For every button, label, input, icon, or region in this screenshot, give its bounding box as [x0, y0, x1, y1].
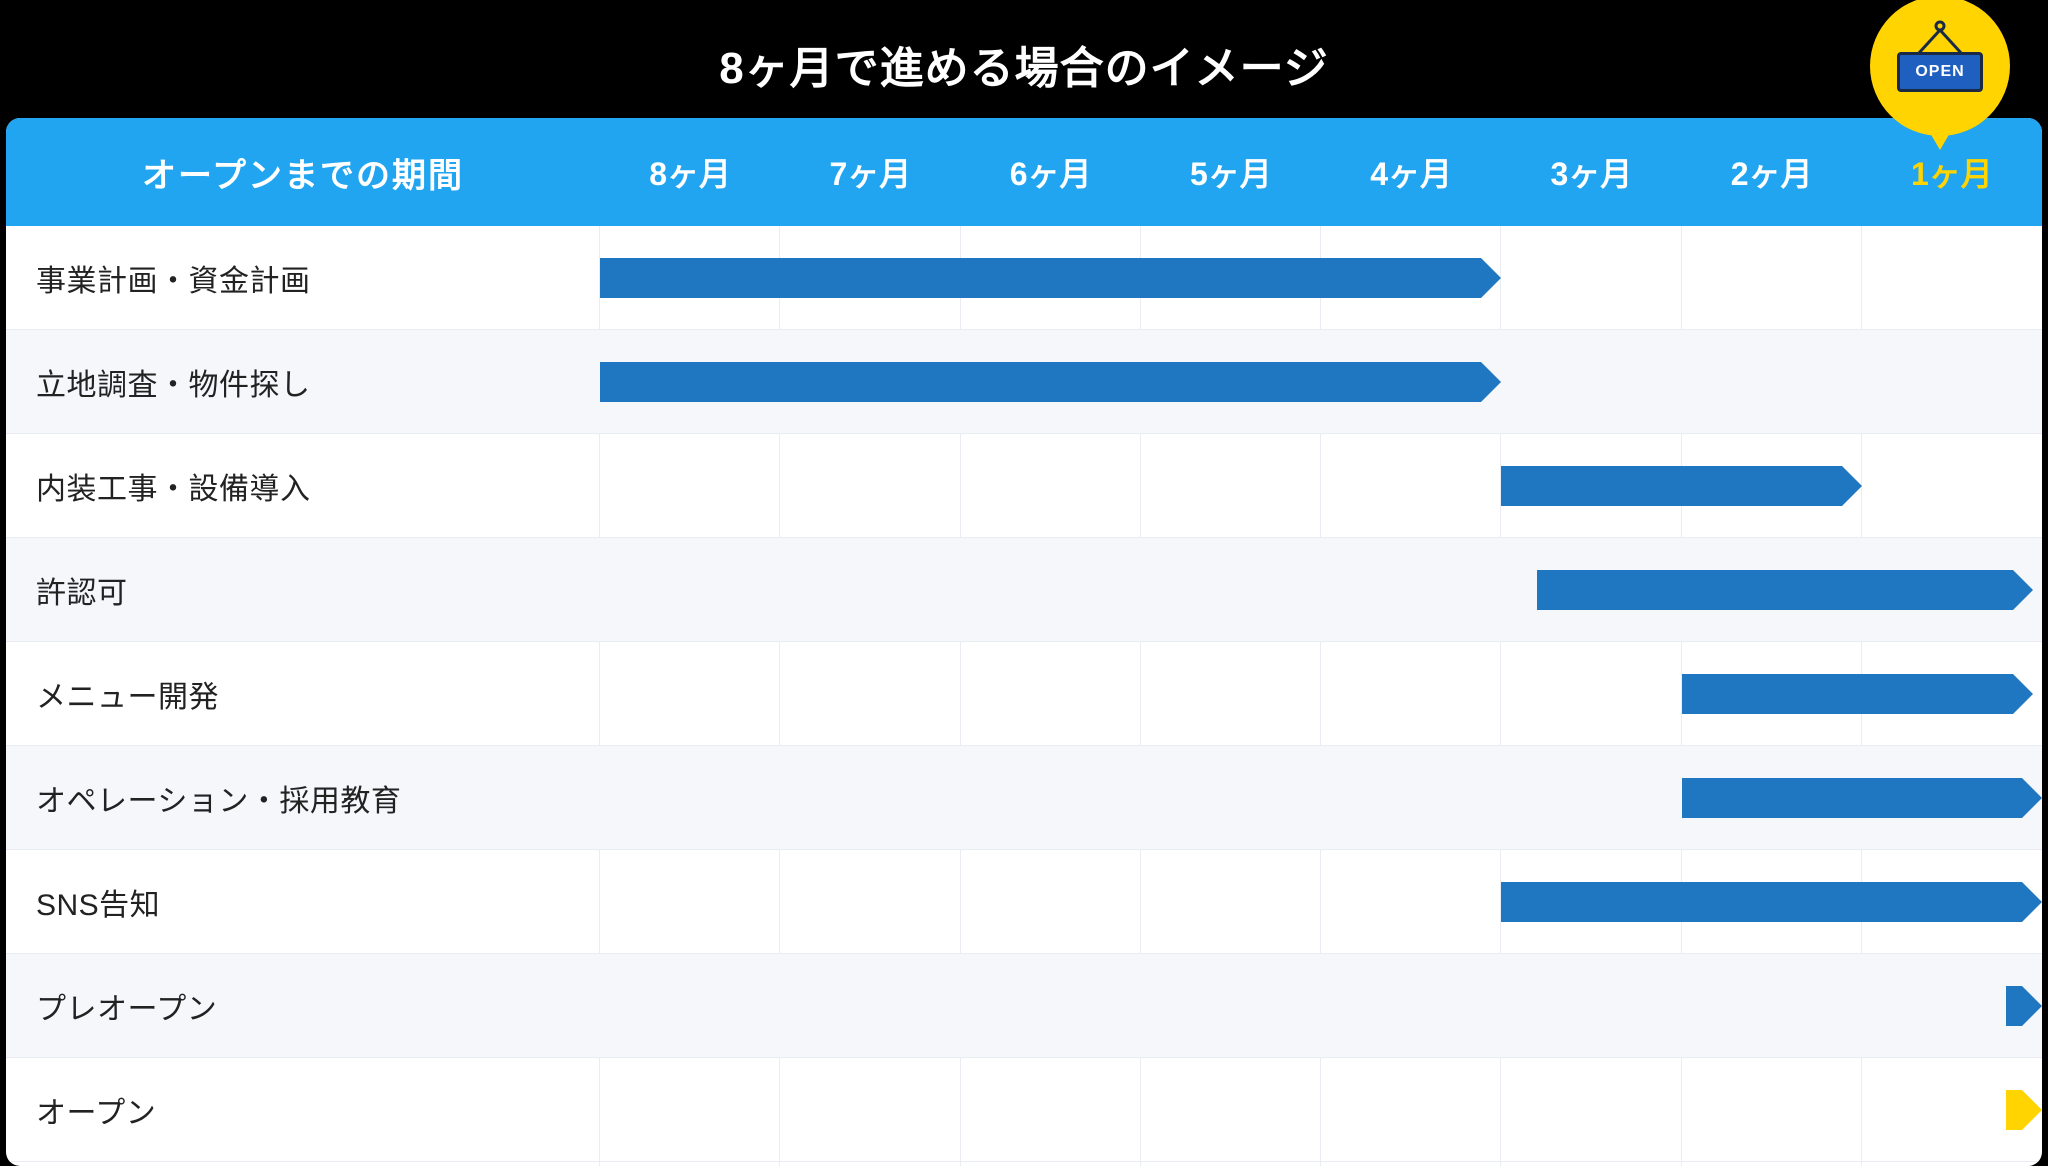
task-bar	[1682, 778, 2043, 818]
badge-pointer	[1926, 126, 1954, 150]
bar-body	[1682, 778, 2023, 818]
task-bar	[1537, 570, 2033, 610]
task-row: 許認可	[6, 538, 2042, 642]
arrowhead-icon	[1481, 258, 1501, 298]
bar-area	[600, 642, 2042, 745]
arrowhead-icon	[2022, 1090, 2042, 1130]
bar-area	[600, 538, 2042, 641]
header-col-0: 8ヶ月	[600, 149, 780, 195]
task-label: オペレーション・採用教育	[6, 746, 600, 849]
header-label: オープンまでの期間	[6, 148, 600, 197]
task-row: オープン	[6, 1058, 2042, 1162]
bar-area	[600, 850, 2042, 953]
arrowhead-icon	[2022, 882, 2042, 922]
header-col-2: 6ヶ月	[961, 149, 1141, 195]
task-label: SNS告知	[6, 850, 600, 953]
task-bar	[1682, 674, 2033, 714]
arrowhead-icon	[2022, 778, 2042, 818]
header-col-3: 5ヶ月	[1141, 149, 1321, 195]
task-bar	[1501, 882, 2042, 922]
task-label: 内装工事・設備導入	[6, 434, 600, 537]
bar-area	[600, 954, 2042, 1057]
bar-body	[600, 258, 1481, 298]
bar-body	[1682, 674, 2013, 714]
bar-area	[600, 746, 2042, 849]
task-label: オープン	[6, 1058, 600, 1161]
header-col-1: 7ヶ月	[780, 149, 960, 195]
header-col-7: 1ヶ月	[1862, 149, 2042, 195]
bar-area	[600, 1058, 2042, 1161]
task-row: メニュー開発	[6, 642, 2042, 746]
bar-body	[600, 362, 1481, 402]
task-row: 内装工事・設備導入	[6, 434, 2042, 538]
header-col-5: 3ヶ月	[1501, 149, 1681, 195]
task-label: 立地調査・物件探し	[6, 330, 600, 433]
gantt-frame: 8ヶ月で進める場合のイメージ OPEN オープンまでの期間 8ヶ月7ヶ月6ヶ月5…	[0, 0, 2048, 1166]
task-row: 事業計画・資金計画	[6, 226, 2042, 330]
arrowhead-icon	[2013, 570, 2033, 610]
arrowhead-icon	[1481, 362, 1501, 402]
task-row: オペレーション・採用教育	[6, 746, 2042, 850]
header-row: オープンまでの期間 8ヶ月7ヶ月6ヶ月5ヶ月4ヶ月3ヶ月2ヶ月1ヶ月	[6, 118, 2042, 226]
bar-area	[600, 226, 2042, 329]
bar-body	[1501, 882, 2022, 922]
page-title: 8ヶ月で進める場合のイメージ	[0, 0, 2048, 118]
task-label: プレオープン	[6, 954, 600, 1057]
bar-body	[1537, 570, 2013, 610]
task-label: メニュー開発	[6, 642, 600, 745]
task-bar	[2006, 1090, 2042, 1130]
bar-area	[600, 330, 2042, 433]
task-bar	[600, 362, 1501, 402]
rows-wrap: 事業計画・資金計画立地調査・物件探し内装工事・設備導入許認可メニュー開発オペレー…	[6, 226, 2042, 1166]
open-badge: OPEN	[1870, 0, 2010, 136]
hanger-icon	[1910, 20, 1970, 54]
task-bar	[2006, 986, 2042, 1026]
arrowhead-icon	[2013, 674, 2033, 714]
bar-body	[2006, 1090, 2022, 1130]
bar-body	[2006, 986, 2022, 1026]
task-row: プレオープン	[6, 954, 2042, 1058]
arrowhead-icon	[2022, 986, 2042, 1026]
task-row: SNS告知	[6, 850, 2042, 954]
header-col-4: 4ヶ月	[1321, 149, 1501, 195]
task-label: 事業計画・資金計画	[6, 226, 600, 329]
task-label: 許認可	[6, 538, 600, 641]
bar-area	[600, 434, 2042, 537]
gantt-card: オープンまでの期間 8ヶ月7ヶ月6ヶ月5ヶ月4ヶ月3ヶ月2ヶ月1ヶ月 事業計画・…	[6, 118, 2042, 1166]
header-col-6: 2ヶ月	[1682, 149, 1862, 195]
open-sign: OPEN	[1897, 52, 1983, 92]
bar-body	[1501, 466, 1842, 506]
task-bar	[600, 258, 1501, 298]
task-row: 立地調査・物件探し	[6, 330, 2042, 434]
arrowhead-icon	[1842, 466, 1862, 506]
task-bar	[1501, 466, 1862, 506]
